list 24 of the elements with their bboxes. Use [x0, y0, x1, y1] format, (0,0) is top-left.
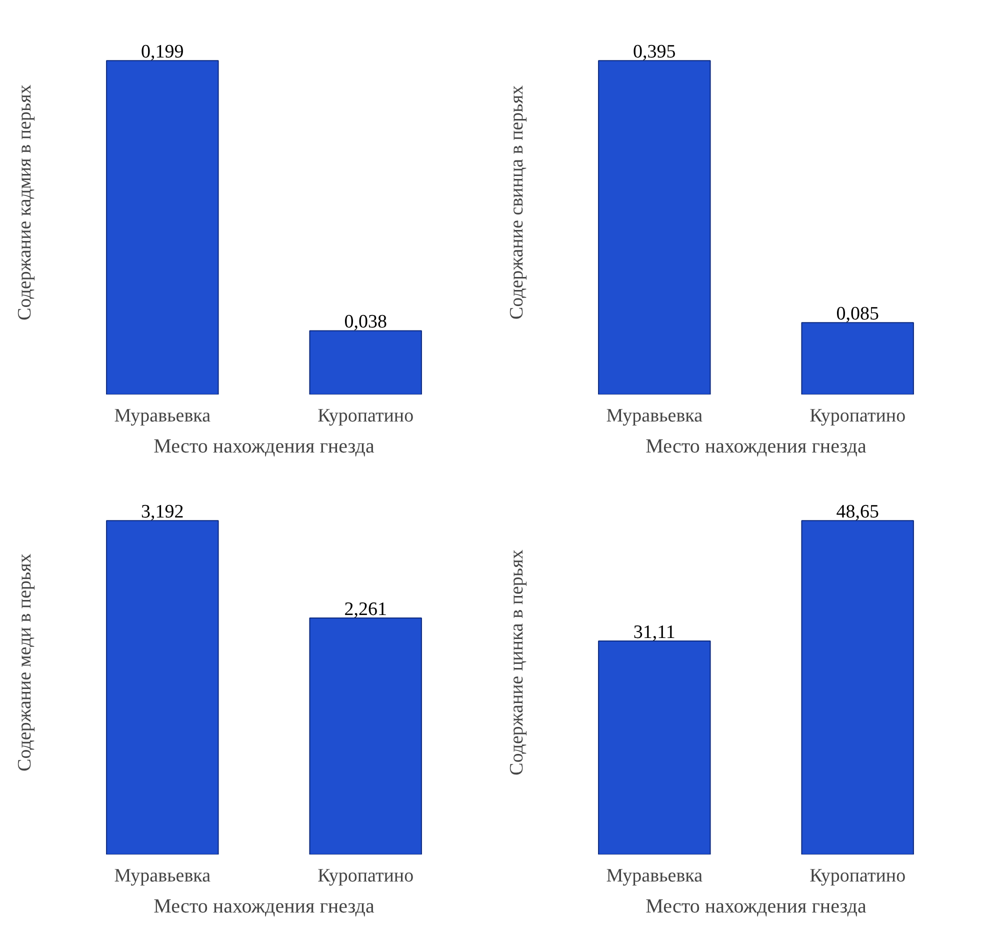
x-tick-label: Куропатино — [318, 406, 414, 426]
data-label: 0,038 — [344, 312, 387, 333]
x-axis-title: Место нахождения гнезда — [646, 436, 866, 458]
data-label: 48,65 — [836, 502, 879, 523]
x-tick-label: Куропатино — [810, 866, 906, 886]
y-axis-title: Содержание меди в перьях — [14, 553, 36, 772]
x-tick-label: Куропатино — [810, 406, 906, 426]
data-label: 0,085 — [836, 304, 879, 325]
data-label: 2,261 — [344, 598, 387, 620]
x-axis-title: Место нахождения гнезда — [154, 896, 374, 918]
data-label: 3,192 — [141, 502, 184, 523]
data-label: 0,395 — [633, 42, 676, 63]
y-axis-title: Содержание цинка в перьях — [506, 549, 528, 776]
x-axis-title: Место нахождения гнезда — [646, 896, 866, 918]
x-tick-label: Муравьевка — [606, 866, 704, 886]
x-tick-label: Муравьевка — [114, 406, 212, 426]
y-axis-title: Содержание кадмия в перьях — [14, 84, 36, 320]
x-tick-label: Куропатино — [318, 866, 414, 886]
x-tick-label: Муравьевка — [114, 866, 212, 886]
y-axis-title: Содержание свинца в перьях — [506, 84, 528, 320]
data-label: 31,11 — [633, 622, 676, 643]
x-tick-label: Муравьевка — [606, 406, 704, 426]
x-axis-title: Место нахождения гнезда — [154, 436, 374, 458]
data-label: 0,199 — [141, 42, 184, 63]
